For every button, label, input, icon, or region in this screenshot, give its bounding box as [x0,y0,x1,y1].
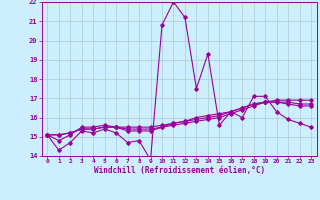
X-axis label: Windchill (Refroidissement éolien,°C): Windchill (Refroidissement éolien,°C) [94,166,265,175]
